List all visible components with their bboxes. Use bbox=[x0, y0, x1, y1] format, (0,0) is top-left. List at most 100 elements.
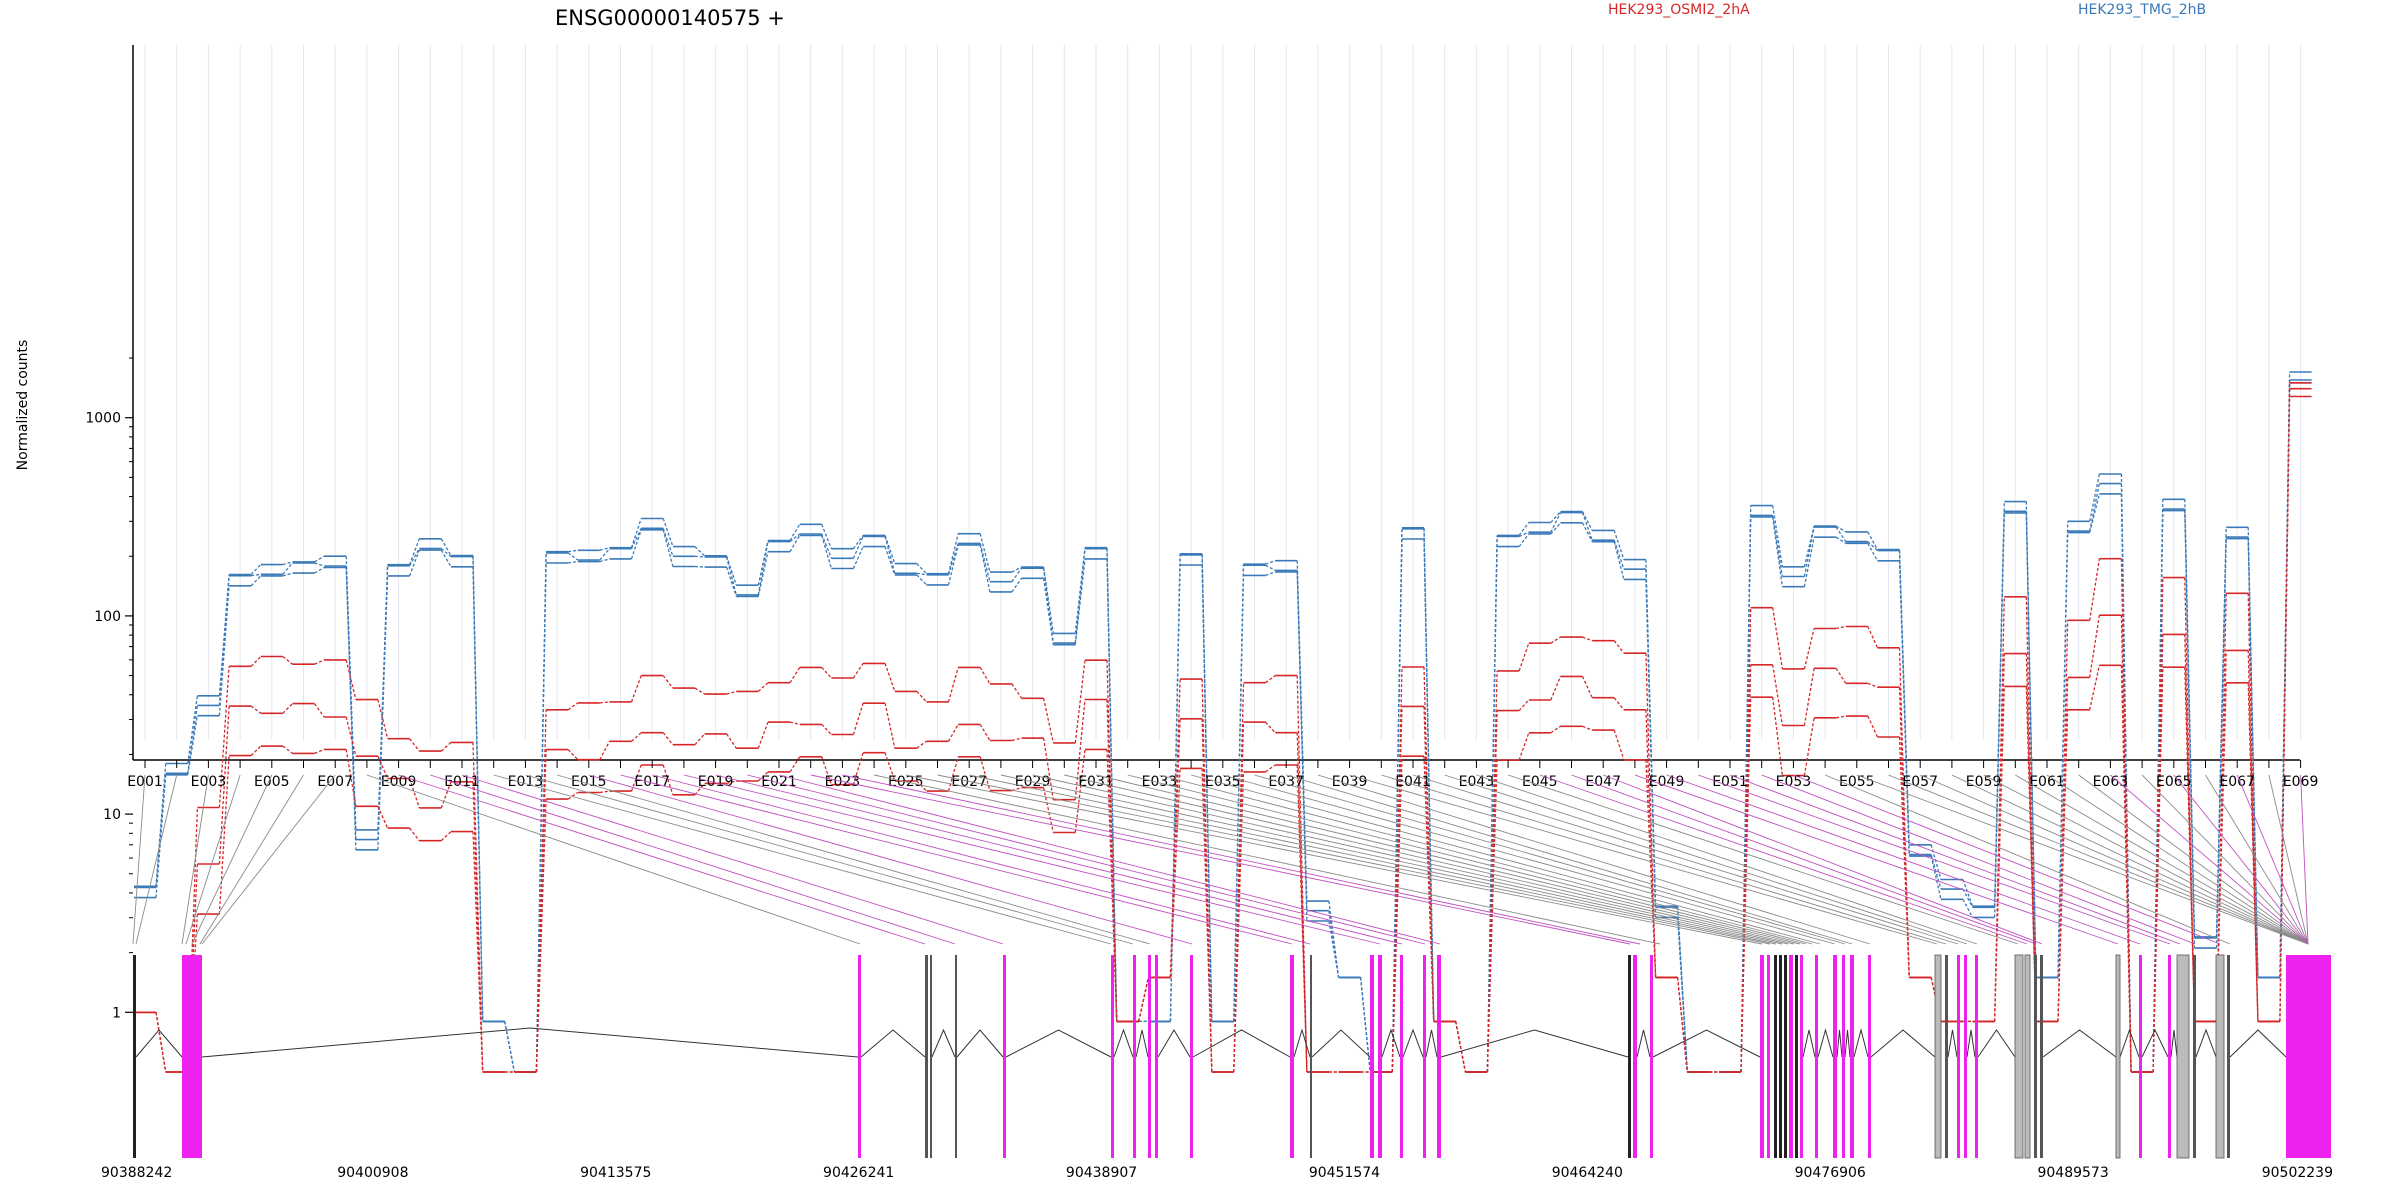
genomic-coordinate-label: 90464240 bbox=[1552, 1165, 1623, 1181]
exon-connector-line bbox=[905, 774, 1763, 945]
exon-connector-line bbox=[461, 774, 1004, 945]
exon-feature bbox=[2286, 955, 2331, 1158]
exon-feature bbox=[1957, 955, 1960, 1158]
exon-connector-line bbox=[652, 774, 1311, 945]
exon-connector-line bbox=[201, 774, 336, 945]
exon-feature bbox=[1815, 955, 1818, 1158]
exon-feature bbox=[925, 955, 928, 1158]
exon-connector-line bbox=[1824, 774, 2231, 945]
exon-connector-line bbox=[1412, 774, 1959, 945]
y-tick-label: 10 bbox=[103, 807, 121, 823]
exon-connector-line bbox=[1349, 774, 1938, 945]
exon-feature bbox=[1964, 955, 1967, 1158]
exon-feature bbox=[1378, 955, 1382, 1158]
exon-feature bbox=[2024, 954, 2031, 1159]
exon-feature bbox=[1850, 955, 1854, 1158]
x-tick-label: E043 bbox=[1459, 774, 1495, 790]
exon-connector-line bbox=[185, 774, 241, 945]
exon-connector-line bbox=[1634, 774, 2119, 945]
genomic-coordinate-label: 90451574 bbox=[1309, 1165, 1380, 1181]
exon-connector-line bbox=[1729, 774, 2181, 945]
exon-feature bbox=[133, 955, 136, 1158]
exon-connector-line bbox=[1761, 774, 2196, 945]
exon-connector-line bbox=[1190, 774, 1821, 945]
x-tick-label: E011 bbox=[444, 774, 480, 790]
exon-feature bbox=[1934, 954, 1942, 1159]
x-tick-label: E055 bbox=[1839, 774, 1875, 790]
exon-connector-line bbox=[2205, 774, 2309, 945]
exon-connector-line bbox=[1476, 774, 1978, 945]
exon-feature bbox=[2040, 955, 2043, 1158]
genomic-coordinate-labels: 90388242 90400908 90413575 90426241 90438907… bbox=[101, 1165, 2333, 1181]
exon-connector-line bbox=[1127, 774, 1807, 945]
gene-model bbox=[133, 954, 2331, 1159]
exon-connector-line bbox=[366, 774, 861, 945]
exon-feature bbox=[1190, 955, 1193, 1158]
exon-connector-line bbox=[525, 774, 1134, 945]
intron-lines bbox=[135, 1027, 2287, 1058]
exon-connector-line bbox=[191, 774, 273, 945]
exon-connector-line bbox=[1381, 774, 1947, 945]
exon-connector-line bbox=[2141, 774, 2309, 945]
exon-connector-line bbox=[1698, 774, 2171, 945]
x-tick-label: E067 bbox=[2219, 774, 2255, 790]
x-tick-label: E041 bbox=[1395, 774, 1431, 790]
exon-connector-line bbox=[1000, 774, 1783, 945]
grid-lines bbox=[144, 45, 2302, 740]
exon-connector-line bbox=[1539, 774, 2028, 945]
exon-feature bbox=[1774, 955, 1777, 1158]
exon-feature bbox=[1133, 955, 1136, 1158]
exon-feature bbox=[1290, 955, 1294, 1158]
exon-connector-line bbox=[683, 774, 1381, 945]
exon-feature bbox=[1400, 955, 1403, 1158]
exon-connector-line bbox=[874, 774, 1661, 945]
exon-feature bbox=[930, 955, 932, 1158]
exon-feature bbox=[1310, 955, 1312, 1158]
x-tick-label: E045 bbox=[1522, 774, 1558, 790]
exon-connector-line bbox=[620, 774, 1293, 945]
exon-connector-line bbox=[556, 774, 1151, 945]
y-axis-label: Normalized counts bbox=[15, 340, 31, 471]
x-tick-label: E001 bbox=[127, 774, 163, 790]
exon-connector-line bbox=[199, 774, 304, 945]
exon-feature bbox=[1437, 955, 1441, 1158]
exon-feature bbox=[1779, 955, 1782, 1158]
exon-feature bbox=[2193, 955, 2196, 1158]
exon-connector-line bbox=[1444, 774, 1968, 945]
exon-connector-line bbox=[1507, 774, 2019, 945]
exon-connector-line bbox=[2015, 774, 2309, 945]
x-tick-label: E003 bbox=[191, 774, 227, 790]
genomic-coordinate-label: 90489573 bbox=[2037, 1165, 2108, 1181]
exon-connector-line bbox=[969, 774, 1777, 945]
exon-connector-line bbox=[747, 774, 1426, 945]
exon-connector-line bbox=[1032, 774, 1789, 945]
exon-feature bbox=[1003, 955, 1006, 1158]
exon-feature bbox=[1767, 955, 1770, 1158]
exon-connector-line bbox=[1888, 774, 2309, 945]
x-tick-label: E065 bbox=[2156, 774, 2192, 790]
exon-feature bbox=[1423, 955, 1426, 1158]
exon-connector-line bbox=[1317, 774, 1871, 945]
x-tick-label: E061 bbox=[2029, 774, 2065, 790]
exon-feature bbox=[2176, 954, 2190, 1159]
exon-feature bbox=[2034, 955, 2037, 1158]
chart-title: ENSG00000140575 + bbox=[555, 6, 785, 30]
x-tick-label: E053 bbox=[1776, 774, 1812, 790]
x-tick-label: E039 bbox=[1332, 774, 1368, 790]
exon-feature bbox=[1760, 955, 1764, 1158]
exon-feature bbox=[1833, 955, 1837, 1158]
exon-connector-line bbox=[588, 774, 1193, 945]
exon-feature bbox=[1111, 955, 1114, 1158]
exon-feature bbox=[2139, 955, 2142, 1158]
exon-connector-line bbox=[778, 774, 1441, 945]
series-lines bbox=[134, 371, 2312, 1073]
exon-connector-line bbox=[2300, 774, 2309, 945]
x-tick-label: E013 bbox=[508, 774, 544, 790]
exon-connector-line bbox=[2236, 774, 2309, 945]
y-tick-label: 1 bbox=[112, 1005, 121, 1021]
exon-feature bbox=[1800, 955, 1803, 1158]
exon-feature bbox=[2227, 955, 2230, 1158]
osmi2-series-connector-3 bbox=[155, 396, 2291, 1073]
exon-connector-line bbox=[2046, 774, 2309, 945]
